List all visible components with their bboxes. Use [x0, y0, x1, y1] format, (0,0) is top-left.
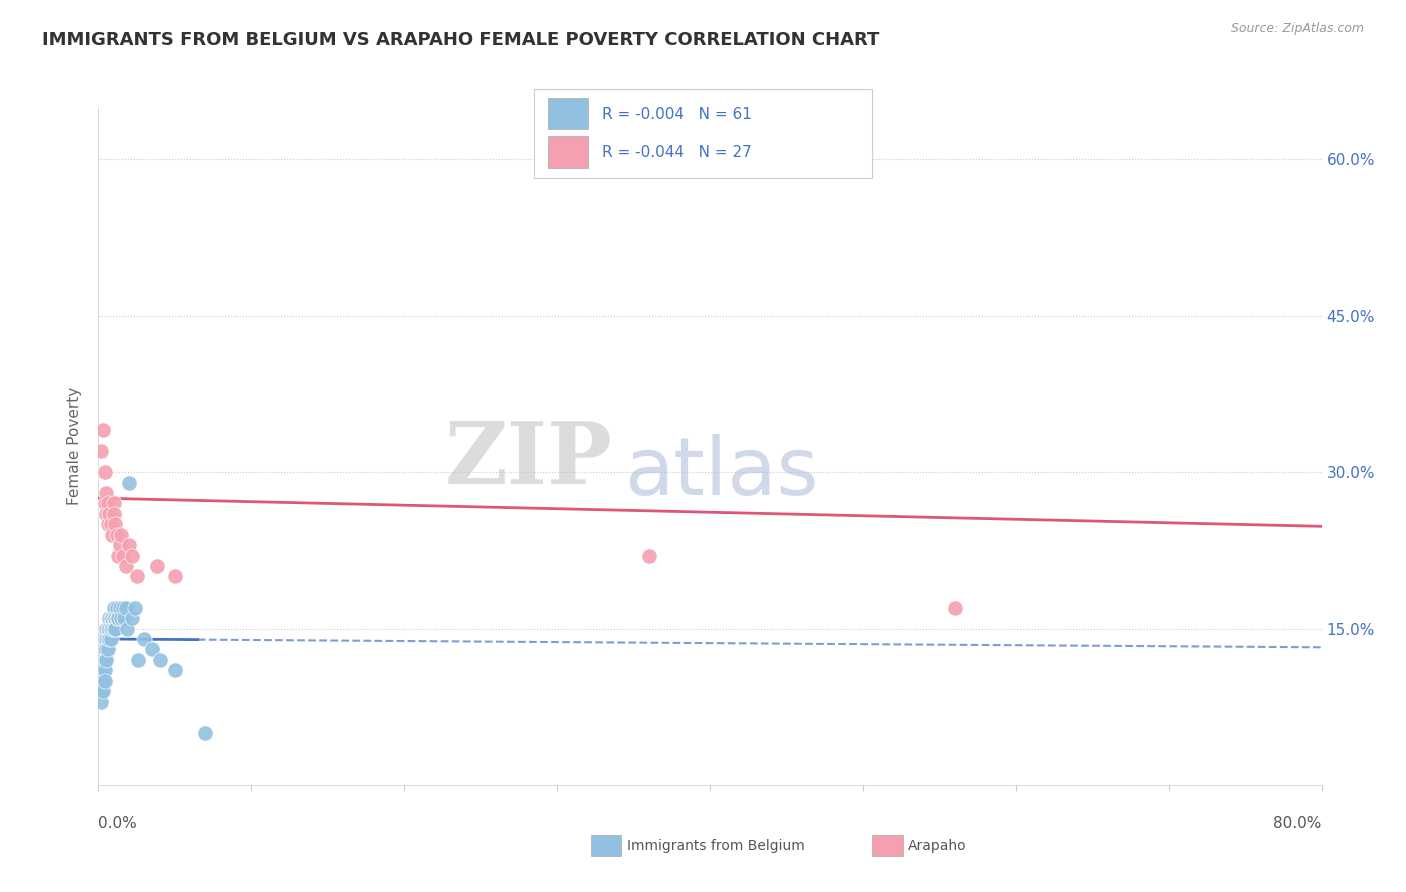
Point	[104, 622, 127, 636]
Point	[91, 632, 114, 646]
Point	[103, 611, 125, 625]
Point	[93, 642, 115, 657]
Point	[90, 673, 112, 688]
Point	[94, 632, 117, 646]
Point	[89, 632, 111, 646]
Point	[110, 611, 132, 625]
Point	[100, 517, 122, 532]
Point	[125, 569, 148, 583]
Point	[943, 600, 966, 615]
Point	[145, 558, 167, 573]
Point	[97, 622, 120, 636]
Point	[637, 549, 661, 563]
Point	[91, 642, 114, 657]
Point	[90, 444, 112, 458]
Point	[100, 632, 122, 646]
Point	[101, 622, 124, 636]
Point	[98, 507, 121, 521]
Point	[103, 622, 125, 636]
Point	[163, 663, 186, 677]
Point	[90, 632, 112, 646]
Point	[100, 622, 122, 636]
Point	[93, 663, 115, 677]
Point	[98, 622, 121, 636]
Text: ZIP: ZIP	[444, 417, 612, 501]
Point	[98, 632, 121, 646]
Point	[118, 475, 141, 490]
Point	[134, 632, 156, 646]
Y-axis label: Female Poverty: Female Poverty	[67, 387, 83, 505]
Point	[97, 517, 120, 532]
Point	[111, 549, 134, 563]
Point	[194, 726, 217, 740]
Point	[101, 611, 124, 625]
Point	[121, 611, 143, 625]
Point	[93, 496, 115, 510]
Point	[89, 663, 111, 677]
Point	[94, 622, 117, 636]
Point	[90, 663, 112, 677]
Point	[149, 653, 172, 667]
Point	[93, 632, 115, 646]
Point	[101, 527, 124, 541]
Point	[112, 611, 135, 625]
Point	[90, 653, 112, 667]
Point	[89, 642, 111, 657]
Point	[103, 507, 125, 521]
Point	[91, 423, 114, 437]
Text: 80.0%: 80.0%	[1274, 816, 1322, 831]
Point	[121, 549, 143, 563]
Point	[97, 642, 120, 657]
Point	[124, 600, 146, 615]
Point	[115, 600, 138, 615]
Point	[91, 663, 114, 677]
Point	[93, 465, 115, 479]
Point	[163, 569, 186, 583]
Point	[98, 611, 121, 625]
Point	[94, 486, 117, 500]
Point	[104, 611, 127, 625]
Point	[111, 600, 134, 615]
Point	[94, 642, 117, 657]
Point	[89, 653, 111, 667]
Point	[117, 622, 139, 636]
Text: 0.0%: 0.0%	[98, 816, 138, 831]
Point	[107, 549, 129, 563]
Point	[100, 611, 122, 625]
Point	[115, 558, 138, 573]
Point	[91, 684, 114, 698]
Point	[103, 496, 125, 510]
Point	[89, 673, 111, 688]
Point	[93, 673, 115, 688]
Point	[103, 600, 125, 615]
Point	[108, 600, 131, 615]
Point	[90, 694, 112, 708]
Point	[105, 527, 128, 541]
Text: Source: ZipAtlas.com: Source: ZipAtlas.com	[1230, 22, 1364, 36]
Point	[97, 632, 120, 646]
Text: IMMIGRANTS FROM BELGIUM VS ARAPAHO FEMALE POVERTY CORRELATION CHART: IMMIGRANTS FROM BELGIUM VS ARAPAHO FEMAL…	[42, 31, 880, 49]
Point	[141, 642, 163, 657]
Point	[118, 538, 141, 552]
Text: Arapaho: Arapaho	[908, 838, 967, 853]
Point	[105, 611, 128, 625]
Text: atlas: atlas	[624, 434, 818, 512]
Point	[90, 642, 112, 657]
Point	[91, 653, 114, 667]
Text: Immigrants from Belgium: Immigrants from Belgium	[627, 838, 804, 853]
Point	[105, 600, 128, 615]
Point	[107, 611, 129, 625]
Point	[93, 653, 115, 667]
Text: R = -0.044   N = 27: R = -0.044 N = 27	[602, 145, 752, 160]
Point	[127, 653, 149, 667]
Point	[91, 673, 114, 688]
Point	[90, 684, 112, 698]
Point	[110, 527, 132, 541]
Point	[97, 496, 120, 510]
Point	[94, 653, 117, 667]
Point	[108, 538, 131, 552]
Point	[94, 507, 117, 521]
Text: R = -0.004   N = 61: R = -0.004 N = 61	[602, 107, 752, 121]
Point	[104, 517, 127, 532]
